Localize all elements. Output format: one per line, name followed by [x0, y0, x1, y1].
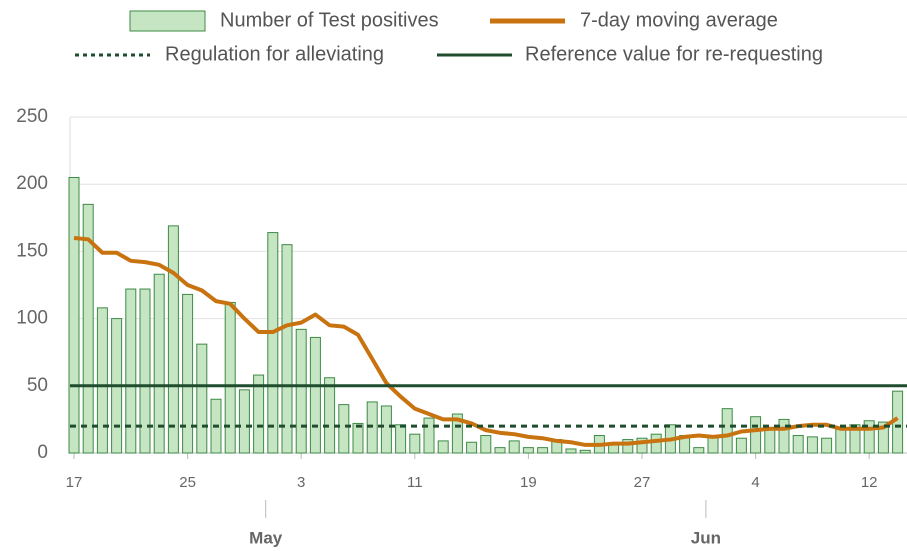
bar [579, 449, 591, 454]
bar [508, 440, 520, 454]
bar [153, 273, 165, 454]
bar [636, 437, 648, 454]
bar [622, 439, 634, 454]
bar [267, 232, 279, 454]
x-tick-label: 27 [634, 474, 651, 491]
bar [721, 408, 733, 454]
x-tick-label: 17 [66, 474, 83, 491]
bar [380, 405, 392, 454]
bar [522, 447, 534, 454]
bar [693, 447, 705, 454]
y-tick-label: 150 [16, 240, 48, 261]
bar [437, 440, 449, 454]
bar [451, 413, 463, 454]
bar [537, 447, 549, 454]
x-tick-label: 25 [179, 474, 196, 491]
x-tick-label: 19 [520, 474, 537, 491]
legend-label: Regulation for alleviating [165, 43, 384, 65]
x-tick-label: 3 [297, 474, 305, 491]
bar [565, 448, 577, 454]
bar [821, 437, 833, 454]
bar [792, 435, 804, 454]
bar [750, 416, 762, 454]
legend-label: Reference value for re-requesting [525, 43, 823, 65]
month-label: Jun [691, 528, 721, 547]
legend-swatch [129, 10, 206, 32]
x-tick-label: 4 [751, 474, 759, 491]
bar [253, 374, 265, 454]
bar [68, 176, 80, 454]
bar [167, 225, 179, 454]
y-tick-label: 0 [37, 442, 48, 463]
bar [309, 336, 321, 454]
bar [238, 389, 250, 454]
y-tick-label: 200 [16, 173, 48, 194]
bar [125, 288, 137, 454]
bar [338, 404, 350, 454]
month-label: May [249, 528, 283, 547]
legend-label: 7-day moving average [580, 9, 778, 31]
y-tick-label: 250 [16, 106, 48, 127]
bar [806, 436, 818, 454]
y-tick-label: 100 [16, 308, 48, 329]
bar [196, 343, 208, 454]
x-tick-label: 11 [407, 474, 423, 491]
bar [764, 426, 776, 454]
bar [863, 420, 875, 454]
bar [466, 441, 478, 454]
bar [835, 428, 847, 454]
bar [778, 418, 790, 454]
bar [480, 435, 492, 454]
bar [707, 436, 719, 454]
legend-label: Number of Test positives [220, 9, 439, 31]
y-tick-label: 50 [27, 375, 48, 396]
bar [395, 424, 407, 454]
bar [82, 203, 94, 454]
bar [409, 433, 421, 454]
bar [877, 421, 889, 454]
bar [650, 433, 662, 454]
bar [182, 293, 194, 454]
bar [423, 417, 435, 454]
bar [324, 377, 336, 454]
x-tick-label: 12 [861, 474, 878, 491]
moving-average-line [73, 235, 899, 447]
bar [295, 328, 307, 454]
bar [224, 301, 236, 454]
bar [281, 244, 293, 454]
bar [96, 307, 108, 454]
bar [494, 447, 506, 454]
bar [735, 437, 747, 454]
bar [139, 288, 151, 454]
bar [352, 422, 364, 454]
